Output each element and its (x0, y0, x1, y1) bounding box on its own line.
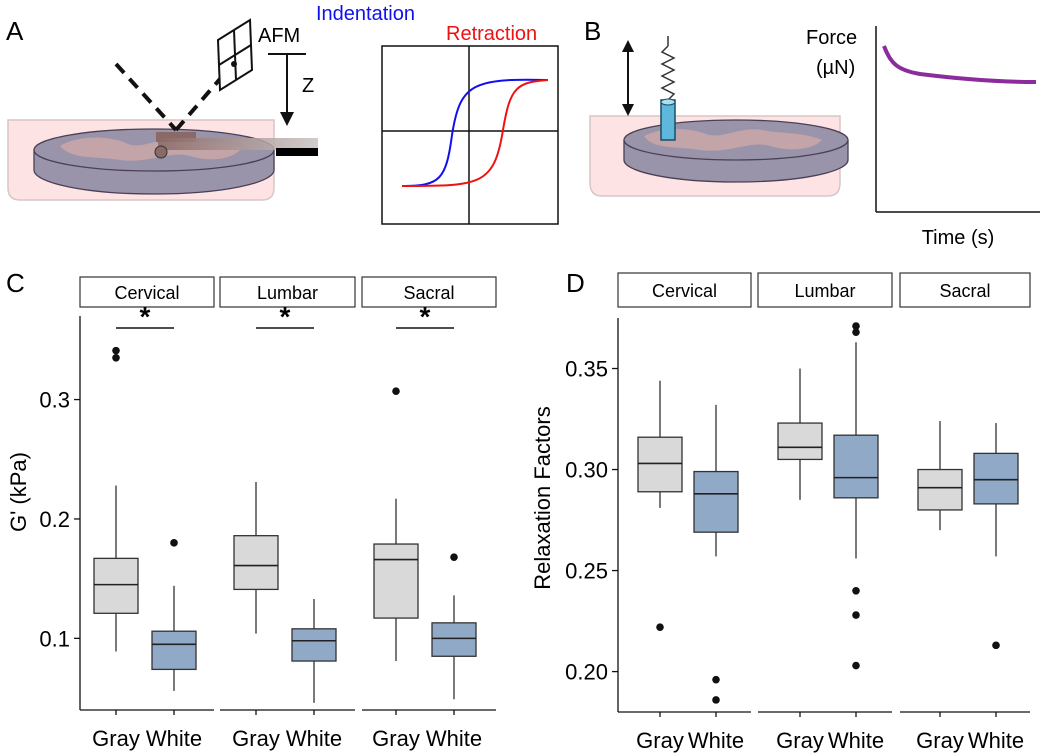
x-tick-label-gray-lumbar: Gray (232, 726, 280, 751)
force-title-1: Force (806, 27, 857, 49)
facet-strip-lumbar (757, 272, 893, 308)
x-tick-label-gray-sacral: Gray (916, 728, 964, 753)
x-tick-label-white-sacral: White (426, 726, 482, 751)
facet-label: Sacral (403, 283, 454, 303)
facet-label: Lumbar (257, 283, 318, 303)
outlier-white-cervical (170, 539, 178, 547)
facet-label: Cervical (652, 281, 717, 301)
significance-star: * (280, 301, 291, 332)
facet-strip-lumbar (219, 276, 356, 308)
outlier-white-lumbar (852, 661, 860, 670)
significance-star: * (140, 301, 151, 332)
outlier-white-cervical (712, 696, 720, 704)
panel-label-a: A (6, 16, 24, 46)
y-tick-label: 0.3 (39, 388, 70, 413)
outlier-white-sacral (992, 641, 1000, 650)
chart-shear-modulus: 0.10.20.3G' (kPa)Cervical*Gray WhiteLumba… (6, 276, 497, 751)
box-white-cervical (693, 470, 739, 533)
y-tick-label: 0.2 (39, 507, 70, 532)
laser-beam (114, 62, 178, 132)
cantilever-tip (156, 132, 196, 142)
x-tick-label-white-lumbar: White (286, 726, 342, 751)
box-white-lumbar (833, 434, 879, 499)
indentation-curve (401, 78, 549, 187)
facet-label: Cervical (114, 283, 179, 303)
y-tick-label: 0.20 (565, 660, 608, 685)
facet-label: Lumbar (794, 281, 855, 301)
outlier-gray-cervical (112, 346, 120, 355)
box-white-sacral (973, 452, 1019, 505)
outlier-white-lumbar (852, 322, 860, 330)
facet-strip-cervical (617, 272, 752, 308)
outlier-gray-sacral (392, 387, 400, 396)
y-tick-label: 0.1 (39, 626, 70, 651)
y-axis-title: Relaxation Factors (530, 406, 555, 589)
outlier-white-cervical (712, 675, 720, 684)
facet-strip-cervical (79, 276, 215, 308)
afm-label: AFM (258, 25, 300, 47)
box-white-sacral (431, 622, 477, 657)
box-gray-lumbar (233, 535, 279, 591)
facet-strip-sacral (899, 272, 1031, 308)
x-tick-label-gray-cervical: Gray (92, 726, 140, 751)
x-tick-label-gray-sacral: Gray (372, 726, 420, 751)
outlier-gray-cervical (656, 623, 664, 631)
x-tick-label-white-cervical: White (688, 728, 744, 753)
force-time-inset: Force (µN) Time (s) (806, 26, 1040, 249)
box-gray-sacral (373, 543, 419, 619)
y-tick-label: 0.30 (565, 458, 608, 483)
facet-strip-sacral (361, 276, 497, 308)
probe-bead (154, 145, 168, 159)
retraction-label: Retraction (446, 23, 537, 45)
indenter-schematic (589, 36, 849, 197)
box-gray-lumbar (777, 422, 823, 461)
y-tick-label: 0.35 (565, 357, 608, 382)
outlier-white-sacral (450, 553, 458, 561)
box-gray-sacral (917, 468, 963, 511)
x-tick-label-white-lumbar: White (828, 728, 884, 753)
time-title: Time (s) (922, 227, 995, 249)
panel-label-c: C (6, 268, 25, 298)
significance-star: * (420, 301, 431, 332)
box-white-cervical (151, 630, 197, 671)
reflected-beam (174, 70, 228, 132)
x-tick-label-gray-cervical: Gray (636, 728, 684, 753)
chart-relaxation-factors: 0.20 0.25 0.30 0.35 Relaxation Factors Cervic… (530, 272, 1031, 753)
cantilever (158, 138, 318, 150)
x-tick-label-gray-lumbar: Gray (776, 728, 824, 753)
spring (660, 45, 676, 101)
x-tick-label-white-cervical: White (146, 726, 202, 751)
panel-label-b: B (584, 16, 601, 46)
box-gray-cervical (637, 436, 683, 493)
outlier-gray-cervical (112, 353, 120, 362)
panel-label-d: D (566, 268, 585, 298)
piezo-block (276, 148, 318, 156)
z-label: Z (302, 75, 314, 97)
x-tick-label-white-sacral: White (968, 728, 1024, 753)
box-white-lumbar (291, 628, 337, 662)
indentation-label: Indentation (316, 3, 415, 25)
hysteresis-frame (381, 45, 559, 225)
box-gray-cervical (93, 557, 139, 614)
relaxation-curve (882, 45, 1037, 84)
y-axis-title: G' (kPa) (6, 452, 31, 532)
hysteresis-inset: Indentation Retraction (316, 3, 559, 225)
outlier-white-lumbar (852, 328, 860, 336)
facet-label: Sacral (939, 281, 990, 301)
y-tick-label: 0.25 (565, 559, 608, 584)
force-title-2: (µN) (816, 57, 855, 79)
indenter-probe (660, 99, 676, 141)
outlier-white-lumbar (852, 611, 860, 619)
afm-schematic: AFM Z (7, 18, 318, 201)
retraction-curve (401, 79, 549, 187)
outlier-white-lumbar (852, 586, 860, 595)
